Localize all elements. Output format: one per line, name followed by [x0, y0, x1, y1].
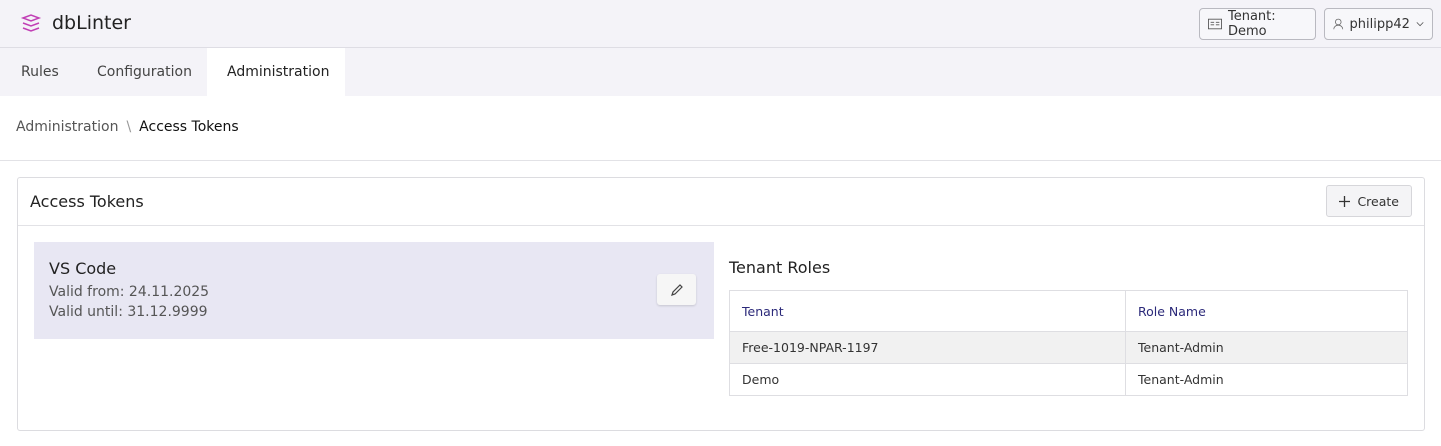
- chevron-down-icon: [1416, 22, 1424, 27]
- divider: [0, 160, 1441, 161]
- tab-configuration[interactable]: Configuration: [97, 64, 192, 80]
- token-valid-from: Valid from: 24.11.2025: [49, 284, 210, 300]
- app-title: dbLinter: [52, 12, 131, 34]
- user-icon: [1333, 18, 1344, 30]
- user-label: philipp42: [1349, 16, 1410, 32]
- edit-token-button[interactable]: [657, 274, 696, 305]
- create-label: Create: [1357, 193, 1399, 209]
- breadcrumb-parent[interactable]: Administration: [16, 119, 119, 135]
- table-row: Free-1019-NPAR-1197 Tenant-Admin: [729, 331, 1408, 364]
- role-cell: Tenant-Admin: [1125, 331, 1408, 364]
- card-header: Access Tokens Create: [18, 178, 1424, 226]
- token-valid-until: Valid until: 31.12.9999: [49, 304, 208, 320]
- token-item[interactable]: VS Code Valid from: 24.11.2025 Valid unt…: [34, 242, 714, 339]
- tenant-label: Tenant: Demo: [1227, 9, 1276, 39]
- tenant-roles-title: Tenant Roles: [729, 258, 831, 277]
- tenant-roles-table: Tenant Role Name Free-1019-NPAR-1197 Tenan…: [729, 290, 1408, 396]
- breadcrumb-separator: \: [126, 119, 132, 135]
- breadcrumb-current: Access Tokens: [139, 119, 239, 135]
- role-cell: Tenant-Admin: [1125, 363, 1408, 396]
- tenant-cell: Free-1019-NPAR-1197: [729, 331, 1126, 364]
- nav-tabs: Rules Configuration Administration: [0, 48, 1441, 96]
- tab-rules[interactable]: Rules: [21, 64, 59, 80]
- id-card-icon: [1208, 18, 1222, 30]
- pencil-icon: [670, 283, 683, 296]
- token-name: VS Code: [49, 259, 117, 278]
- user-menu-button[interactable]: philipp42: [1324, 8, 1433, 40]
- table-row: Demo Tenant-Admin: [729, 363, 1408, 396]
- create-button[interactable]: Create: [1326, 185, 1412, 217]
- access-tokens-card: Access Tokens Create VS Code Valid from:…: [17, 177, 1425, 431]
- top-bar: dbLinter Tenant: Demo philipp42: [0, 0, 1441, 48]
- breadcrumb: Administration \ Access Tokens: [16, 119, 239, 135]
- tab-administration[interactable]: Administration: [207, 48, 345, 96]
- card-title: Access Tokens: [30, 192, 144, 211]
- plus-icon: [1339, 195, 1351, 207]
- tenant-cell: Demo: [729, 363, 1126, 396]
- layers-icon: [20, 14, 42, 32]
- tenant-button[interactable]: Tenant: Demo: [1199, 8, 1316, 40]
- column-header-tenant: Tenant: [729, 290, 1126, 332]
- column-header-role-name: Role Name: [1125, 290, 1408, 332]
